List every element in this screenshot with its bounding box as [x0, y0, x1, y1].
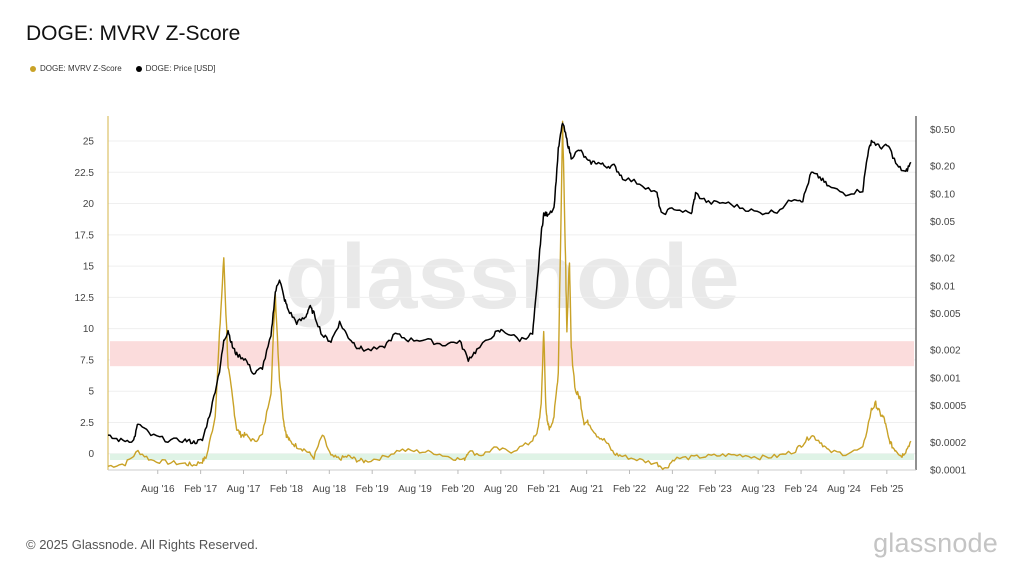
x-tick-label: Aug '21 [570, 484, 604, 495]
legend-dot-mvrv [30, 65, 36, 72]
x-tick-label: Aug '24 [827, 484, 861, 495]
y-right-tick-label: $0.20 [930, 162, 955, 173]
watermark-text: glassnode [284, 226, 739, 328]
y-right-tick-label: $0.0001 [930, 466, 967, 477]
y-right-tick-label: $0.10 [930, 189, 955, 200]
legend-label-mvrv: DOGE: MVRV Z-Score [40, 64, 122, 73]
y-right-tick-label: $0.005 [930, 309, 961, 320]
y-left-tick-label: 20 [83, 199, 95, 210]
x-tick-label: Aug '22 [656, 484, 690, 495]
x-tick-label: Feb '20 [441, 484, 474, 495]
x-tick-label: Feb '25 [870, 484, 903, 495]
y-left-tick-label: 25 [83, 137, 95, 148]
y-right-tick-label: $0.50 [930, 125, 955, 136]
legend-item-mvrv[interactable]: DOGE: MVRV Z-Score [30, 64, 122, 73]
undervalued-band [110, 453, 914, 460]
x-tick-label: Feb '22 [613, 484, 646, 495]
y-right-tick-label: $0.002 [930, 346, 961, 357]
y-left-tick-label: 12.5 [75, 293, 95, 304]
y-left-tick-label: 10 [83, 324, 95, 335]
y-left-tick-label: 7.5 [80, 355, 94, 366]
x-tick-label: Aug '19 [398, 484, 432, 495]
legend-dot-price [135, 65, 142, 72]
y-right-tick-label: $0.001 [930, 373, 961, 384]
y-left-tick-label: 5 [88, 387, 94, 398]
x-tick-label: Feb '19 [356, 484, 389, 495]
copyright-text: © 2025 Glassnode. All Rights Reserved. [26, 537, 259, 552]
chart-legend: DOGE: MVRV Z-Score DOGE: Price [USD] [30, 64, 215, 73]
series-line-price-usd [107, 122, 912, 445]
x-tick-label: Feb '17 [184, 484, 217, 495]
chart-title: DOGE: MVRV Z-Score [26, 22, 241, 45]
y-left-tick-label: 2.5 [80, 418, 94, 429]
y-left-tick-label: 22.5 [75, 168, 95, 179]
x-tick-label: Feb '24 [785, 484, 818, 495]
y-right-tick-label: $0.05 [930, 217, 955, 228]
x-tick-label: Aug '16 [141, 484, 175, 495]
x-tick-label: Aug '17 [227, 484, 261, 495]
x-tick-label: Feb '18 [270, 484, 303, 495]
legend-item-price[interactable]: DOGE: Price [USD] [135, 64, 216, 73]
y-left-tick-label: 0 [88, 449, 94, 460]
overvalued-band [110, 341, 914, 367]
x-tick-label: Feb '23 [699, 484, 732, 495]
x-tick-label: Aug '18 [312, 484, 346, 495]
y-right-tick-label: $0.02 [930, 254, 955, 265]
y-right-tick-label: $0.01 [930, 281, 955, 292]
series-line-mvrv-zscore [107, 120, 912, 471]
x-tick-label: Aug '23 [741, 484, 775, 495]
y-right-tick-label: $0.0005 [930, 401, 967, 412]
brand-logo: glassnode [873, 528, 998, 558]
legend-label-price: DOGE: Price [USD] [145, 64, 216, 73]
x-tick-label: Feb '21 [527, 484, 560, 495]
y-right-tick-label: $0.0002 [930, 438, 967, 449]
y-left-tick-label: 17.5 [75, 230, 95, 241]
y-left-tick-label: 15 [83, 262, 95, 273]
x-tick-label: Aug '20 [484, 484, 518, 495]
